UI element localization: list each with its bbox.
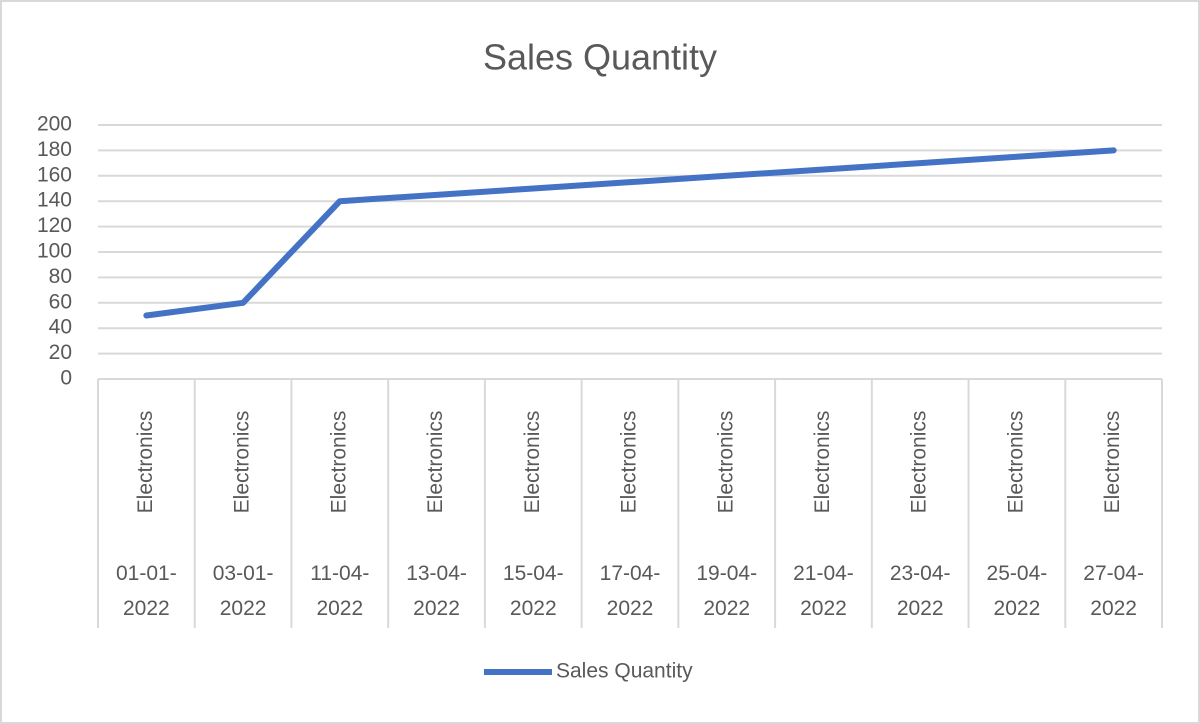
series-line (143, 147, 1117, 319)
x-tick-label: 13-04-2022 (406, 562, 467, 620)
x-tick-label: 21-04-2022 (793, 562, 854, 620)
y-tick-label: 0 (60, 367, 72, 390)
y-tick-label: 160 (37, 163, 72, 186)
y-tick-label: 140 (37, 189, 72, 212)
y-tick-label: 80 (49, 265, 72, 288)
y-tick-label: 180 (37, 138, 72, 161)
y-tick-label: 200 (37, 113, 72, 136)
x-subcategory-label: Electronics (908, 411, 931, 514)
x-subcategory-label: Electronics (424, 411, 447, 514)
x-tick-label: 15-04-2022 (503, 562, 564, 620)
x-tick-label: 25-04-2022 (987, 562, 1048, 620)
x-subcategory-label: Electronics (618, 411, 641, 514)
y-tick-label: 20 (49, 341, 72, 364)
x-subcategory-label: Electronics (327, 411, 350, 514)
x-subcategory-label: Electronics (1101, 411, 1124, 514)
x-subcategory-label: Electronics (811, 411, 834, 514)
y-tick-label: 60 (49, 290, 72, 313)
x-tick-label: 19-04-2022 (696, 562, 757, 620)
x-subcategory-label: Electronics (714, 411, 737, 514)
x-tick-label: 27-04-2022 (1083, 562, 1144, 620)
legend-label: Sales Quantity (556, 660, 693, 683)
y-tick-label: 100 (37, 240, 72, 263)
y-tick-label: 120 (37, 214, 72, 237)
x-subcategory-label: Electronics (231, 411, 254, 514)
y-tick-label: 40 (49, 316, 72, 339)
chart-title: Sales Quantity (483, 37, 717, 78)
x-tick-label: 17-04-2022 (600, 562, 661, 620)
x-tick-label: 23-04-2022 (890, 562, 951, 620)
x-subcategory-label: Electronics (521, 411, 544, 514)
x-subcategory-label: Electronics (1004, 411, 1027, 514)
x-tick-label: 01-01-2022 (116, 562, 177, 620)
x-subcategory-label: Electronics (134, 411, 157, 514)
x-tick-label: 03-01-2022 (213, 562, 274, 620)
x-tick-label: 11-04-2022 (310, 562, 369, 620)
